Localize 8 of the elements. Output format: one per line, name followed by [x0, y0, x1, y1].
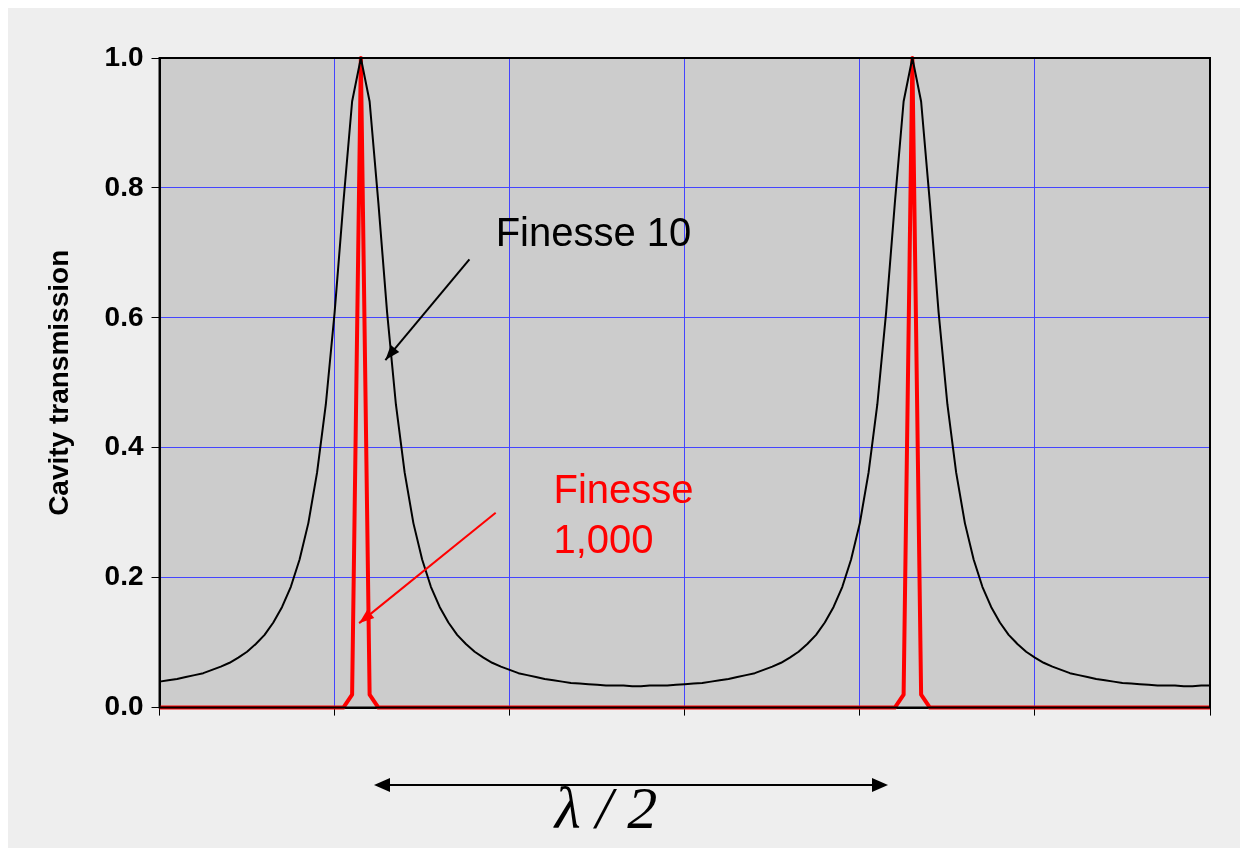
y-tick-label: 0.6: [104, 300, 144, 332]
y-tick-label: 1.0: [104, 40, 144, 72]
y-tick-label: 0.8: [104, 170, 144, 202]
y-axis-title: Cavity transmission: [42, 249, 74, 516]
y-tick-label: 0.2: [104, 560, 144, 592]
y-tick-label: 0.0: [104, 690, 144, 722]
text: λ / 2: [552, 775, 658, 842]
y-tick-label: 0.4: [104, 430, 144, 462]
